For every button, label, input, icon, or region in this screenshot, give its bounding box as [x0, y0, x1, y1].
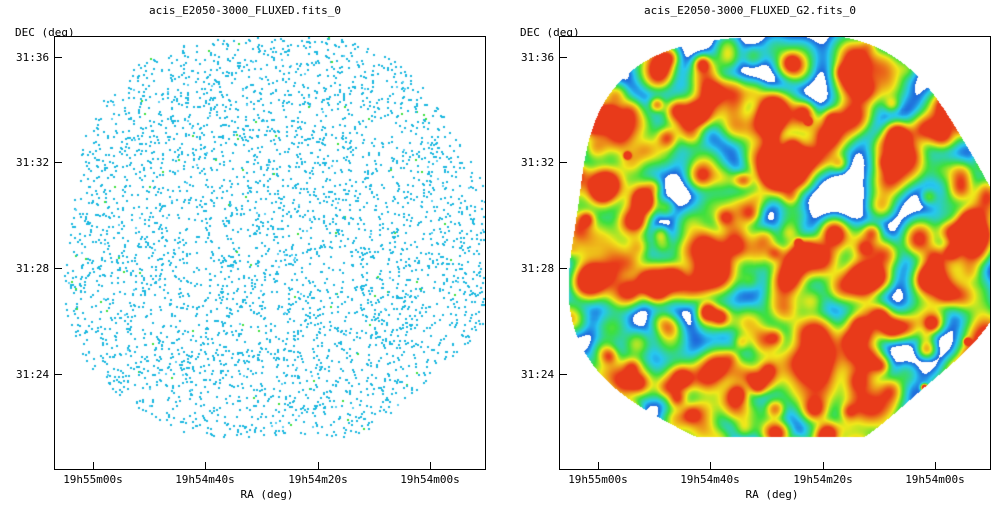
left-y-tick-mark — [54, 57, 62, 58]
right-x-tick-mark — [823, 462, 824, 470]
left-raw-image-canvas[interactable] — [55, 37, 485, 469]
right-x-tick-label: 19h54m20s — [793, 473, 853, 486]
left-y-tick-mark — [54, 268, 62, 269]
right-y-tick-label: 31:36 — [521, 51, 555, 64]
right-y-tick-label: 31:24 — [521, 368, 555, 381]
left-y-tick-label: 31:24 — [16, 368, 50, 381]
right-y-axis-label: DEC (deg) — [520, 26, 580, 39]
right-y-tick-mark — [559, 374, 567, 375]
left-image-title: acis_E2050-3000_FLUXED.fits_0 — [148, 4, 342, 17]
right-y-tick-mark — [559, 162, 567, 163]
left-y-tick-label: 31:36 — [16, 51, 50, 64]
left-x-tick-label: 19h54m40s — [175, 473, 235, 486]
left-x-tick-mark — [318, 462, 319, 470]
right-x-tick-label: 19h54m40s — [680, 473, 740, 486]
right-y-tick-mark — [559, 268, 567, 269]
right-y-tick-mark — [559, 57, 567, 58]
left-raw-image-plot[interactable] — [54, 36, 486, 470]
left-y-tick-mark — [54, 374, 62, 375]
left-x-tick-mark — [430, 462, 431, 470]
right-smoothed-image-plot[interactable] — [559, 36, 991, 470]
left-y-axis-label: DEC (deg) — [15, 26, 75, 39]
right-image-panel: acis_E2050-3000_FLUXED_G2.fits_0 DEC (de… — [505, 0, 995, 507]
left-y-tick-mark — [54, 162, 62, 163]
left-y-tick-label: 31:28 — [16, 262, 50, 275]
left-x-tick-label: 19h54m00s — [400, 473, 460, 486]
left-image-panel: acis_E2050-3000_FLUXED.fits_0 DEC (deg) … — [0, 0, 490, 507]
right-x-tick-label: 19h55m00s — [568, 473, 628, 486]
right-x-tick-mark — [935, 462, 936, 470]
right-y-tick-label: 31:32 — [521, 156, 555, 169]
left-x-axis-label: RA (deg) — [240, 488, 294, 501]
right-smoothed-image-canvas[interactable] — [560, 37, 990, 469]
left-x-tick-mark — [205, 462, 206, 470]
right-x-tick-label: 19h54m00s — [905, 473, 965, 486]
right-x-tick-mark — [598, 462, 599, 470]
left-x-tick-label: 19h55m00s — [63, 473, 123, 486]
right-y-tick-label: 31:28 — [521, 262, 555, 275]
left-y-tick-label: 31:32 — [16, 156, 50, 169]
right-x-tick-mark — [710, 462, 711, 470]
left-x-tick-label: 19h54m20s — [288, 473, 348, 486]
right-image-title: acis_E2050-3000_FLUXED_G2.fits_0 — [644, 4, 856, 17]
right-x-axis-label: RA (deg) — [745, 488, 799, 501]
left-x-tick-mark — [93, 462, 94, 470]
